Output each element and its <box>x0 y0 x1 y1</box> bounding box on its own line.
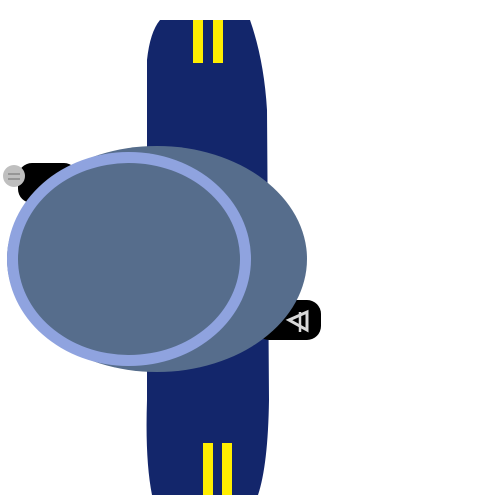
board-tip-stripes <box>193 20 223 63</box>
board-tail-stripes <box>203 443 232 495</box>
buckle-icon <box>285 309 309 333</box>
rider-helmet <box>7 152 251 366</box>
